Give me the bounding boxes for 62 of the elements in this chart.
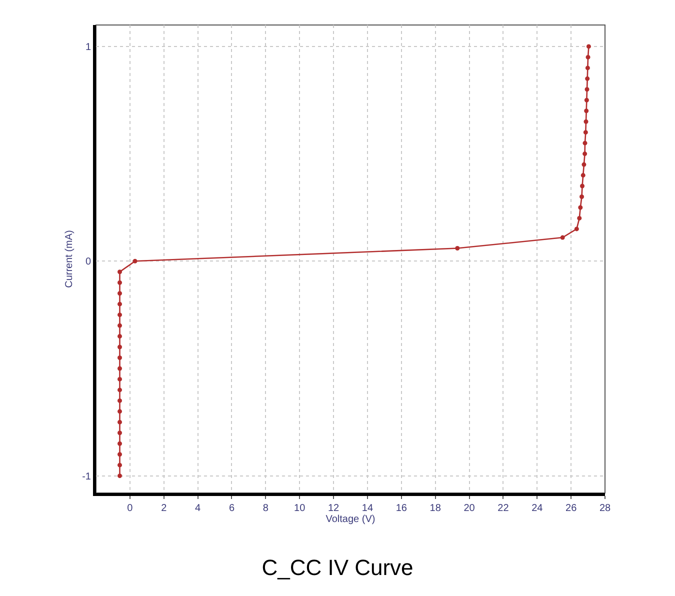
point: [586, 54, 590, 60]
x-axis-title: Voltage (V): [326, 514, 376, 525]
point: [118, 452, 122, 457]
point: [582, 162, 586, 167]
x-tick-label: 10: [294, 503, 306, 514]
x-tick-label: 20: [464, 503, 476, 514]
point: [118, 302, 122, 306]
point: [118, 376, 122, 382]
point: [118, 312, 122, 318]
point: [586, 44, 591, 49]
point: [582, 152, 588, 156]
point: [584, 119, 588, 124]
point: [118, 474, 122, 478]
x-tick-label: 28: [599, 503, 611, 514]
point: [118, 323, 122, 328]
x-tick-label: 18: [430, 503, 442, 514]
x-tick-label: 22: [498, 503, 510, 514]
point: [118, 366, 122, 371]
point: [580, 173, 586, 178]
point: [118, 356, 122, 360]
x-tick-label: 4: [195, 503, 202, 514]
y-tick-label: 0: [85, 256, 92, 268]
x-tick-label: 8: [262, 503, 269, 514]
x-tick-label: 0: [127, 503, 134, 514]
x-tick-label: 14: [362, 503, 374, 514]
point: [132, 258, 138, 264]
point: [585, 66, 590, 70]
point: [118, 430, 122, 436]
point: [118, 398, 122, 403]
point: [584, 98, 589, 102]
point: [118, 420, 122, 424]
x-tick-label: 26: [566, 503, 578, 514]
x-tick-label: 2: [161, 503, 168, 514]
y-tick-label: 1: [85, 42, 92, 53]
point: [118, 409, 122, 414]
point: [118, 441, 122, 446]
point: [118, 270, 122, 274]
point: [582, 140, 588, 146]
x-tick-label: 6: [228, 503, 235, 514]
point: [118, 462, 122, 468]
point: [455, 246, 460, 251]
point: [578, 205, 583, 210]
point: [577, 216, 582, 220]
point: [583, 130, 588, 135]
point: [118, 388, 122, 392]
y-tick-label: -1: [82, 471, 92, 482]
point: [584, 87, 590, 92]
text: C_CC IV Curve: [262, 555, 414, 580]
point: [118, 344, 122, 350]
point: [580, 184, 585, 188]
point: [118, 334, 122, 339]
point: [118, 280, 122, 285]
point: [118, 291, 122, 296]
point: [580, 194, 584, 199]
point: [584, 108, 589, 114]
x-tick-label: 16: [396, 503, 408, 514]
x-tick-label: 12: [328, 503, 340, 514]
point: [560, 235, 565, 240]
y-axis-title: Current (mA): [64, 230, 76, 288]
point: [574, 226, 579, 232]
point: [585, 76, 590, 81]
x-tick-label: 24: [532, 503, 544, 514]
